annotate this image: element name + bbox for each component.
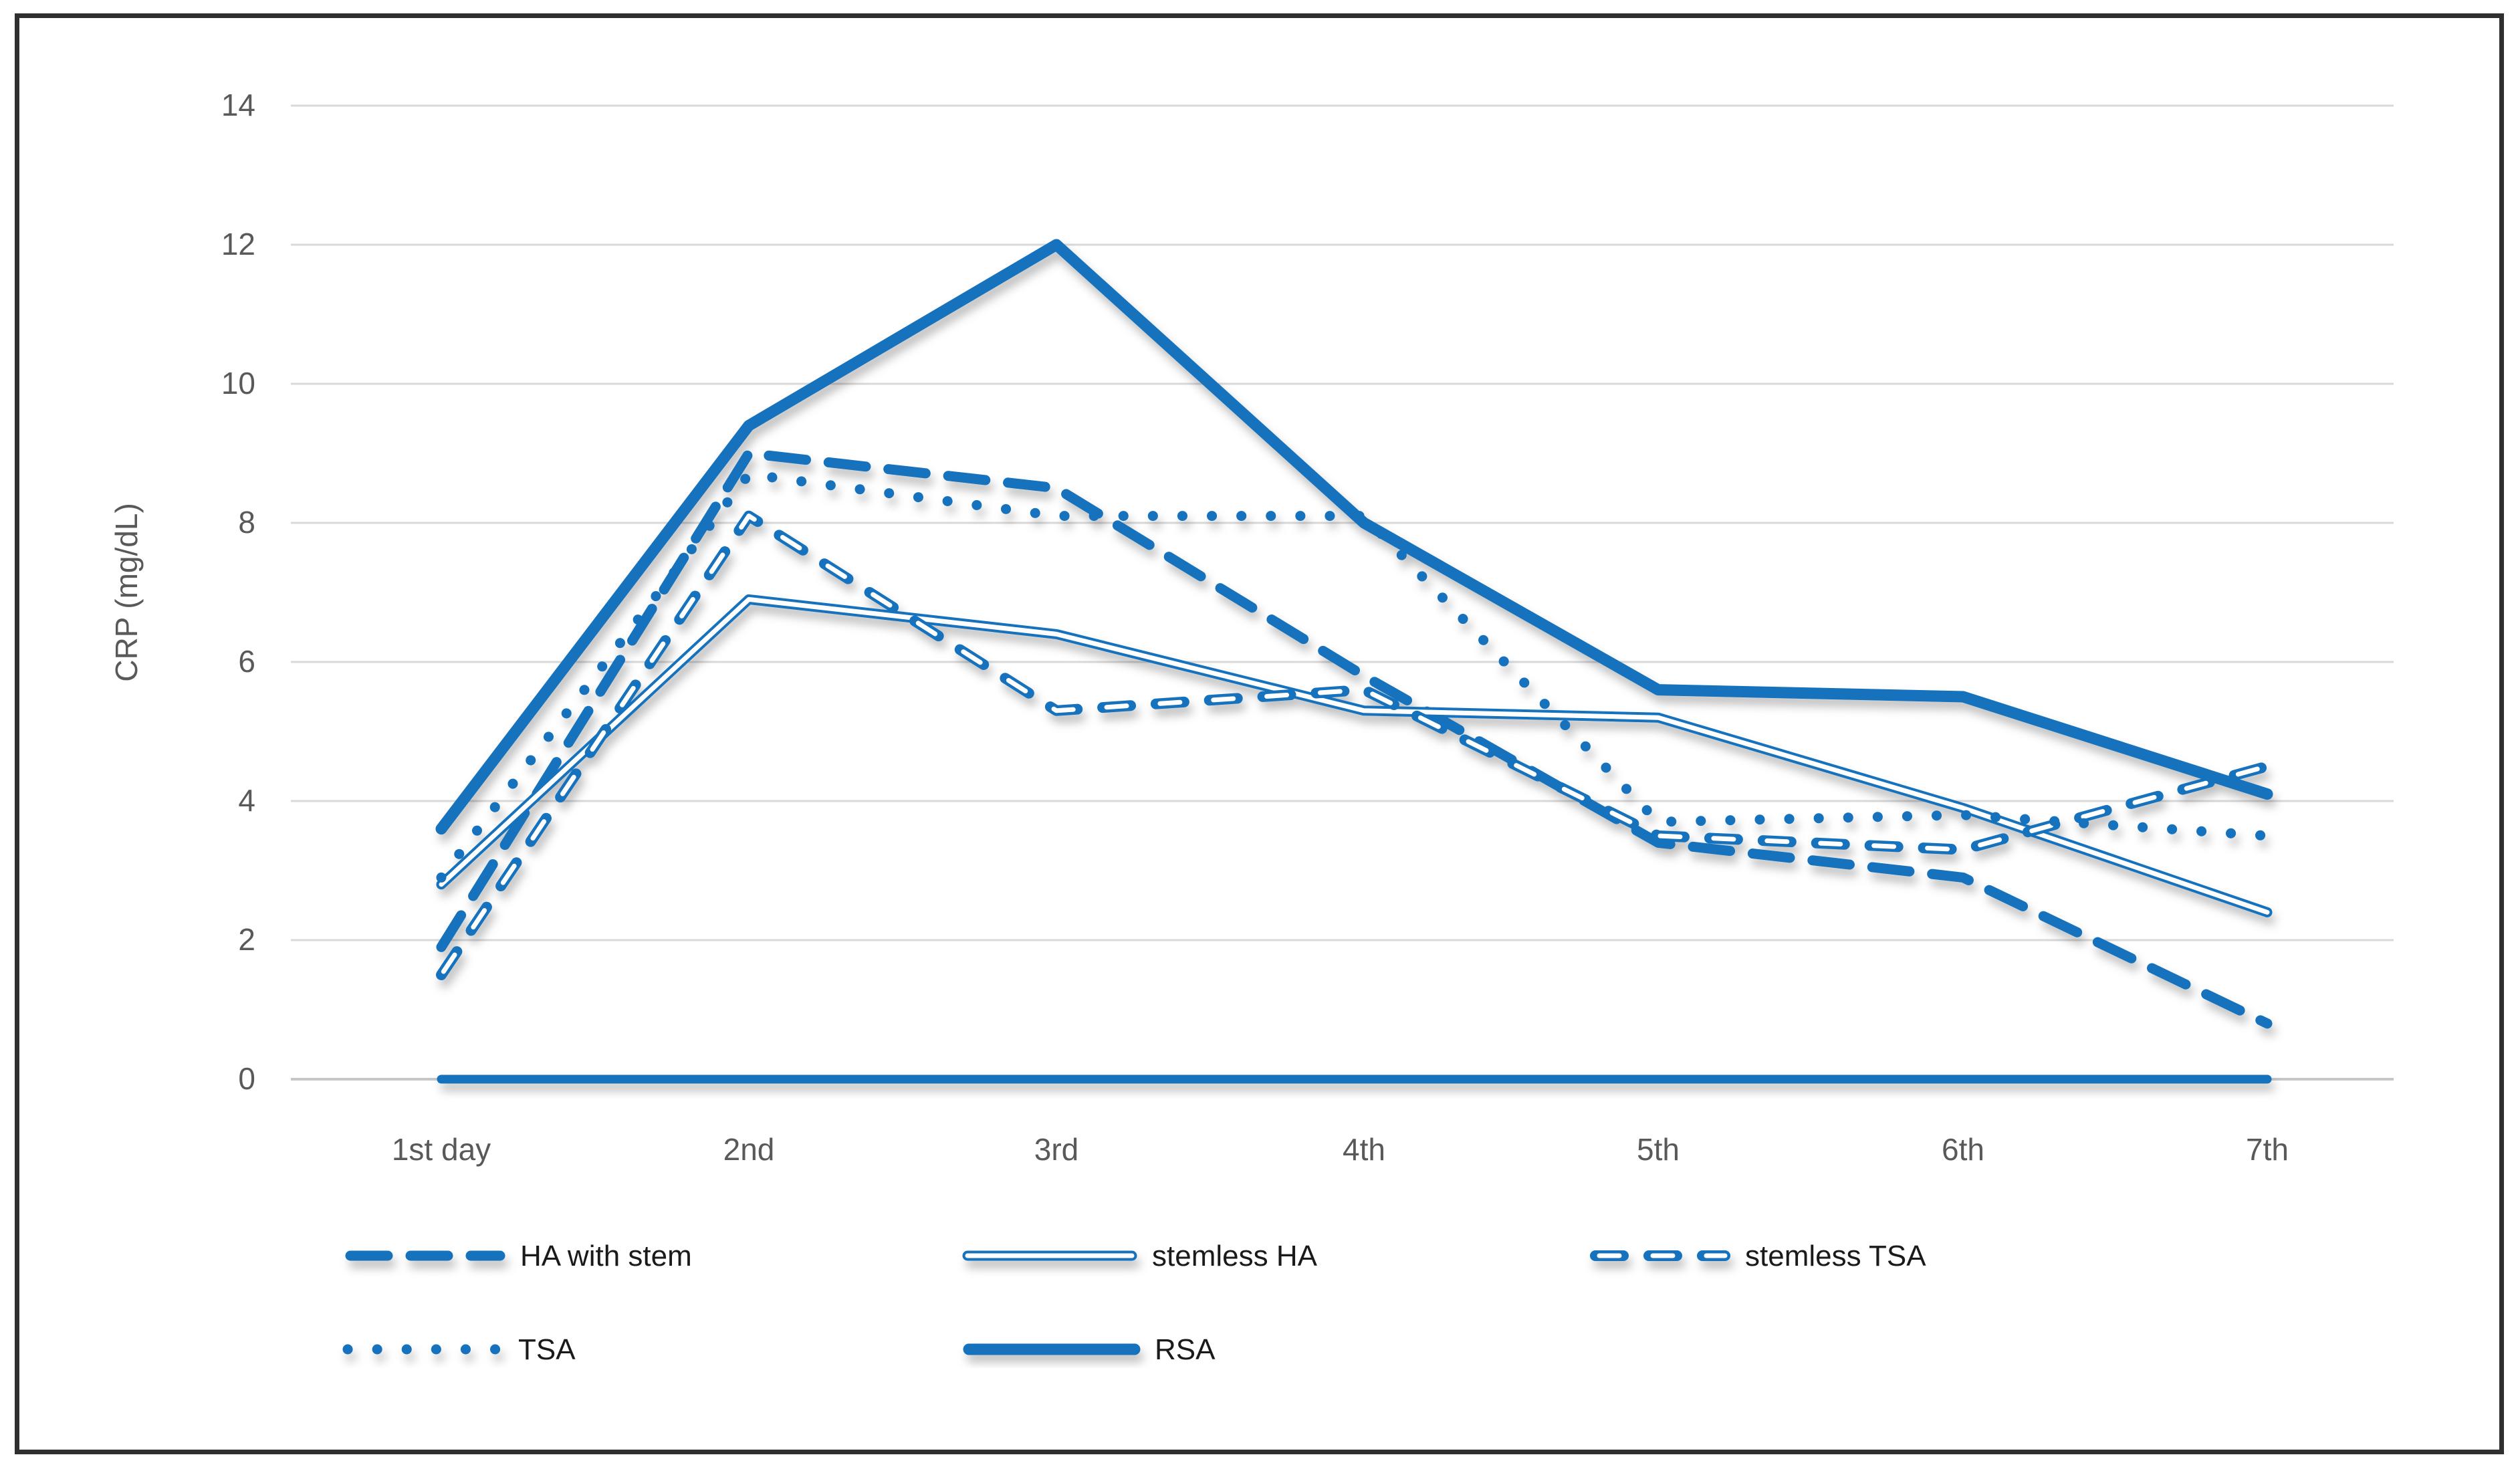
x-tick-3rd: 3rd — [1034, 1132, 1078, 1167]
x-tick-4th: 4th — [1343, 1132, 1385, 1167]
x-tick-6th: 6th — [1942, 1132, 1984, 1167]
x-tick-7th: 7th — [2246, 1132, 2289, 1167]
y-tick-8: 8 — [238, 505, 255, 540]
x-tick-2nd: 2nd — [723, 1132, 775, 1167]
legend-label-ha-with-stem: HA with stem — [520, 1240, 692, 1272]
y-tick-4: 4 — [238, 783, 255, 818]
y-tick-10: 10 — [221, 366, 255, 401]
legend-label-tsa: TSA — [518, 1333, 576, 1366]
series-line-rsa — [435, 239, 2273, 835]
y-tick-12: 12 — [221, 227, 255, 261]
legend-label-stemless-tsa: stemless TSA — [1745, 1240, 1926, 1272]
series-line-tsa — [436, 469, 2273, 883]
legend-label-rsa: RSA — [1155, 1333, 1216, 1366]
y-axis-title: CRP (mg/dL) — [109, 503, 144, 682]
legend-swatches — [342, 1250, 1730, 1355]
y-tick-6: 6 — [238, 644, 255, 679]
series-line-stemless-tsa — [436, 510, 2273, 980]
x-tick-1st-day: 1st day — [392, 1132, 491, 1167]
y-tick-2: 2 — [238, 922, 255, 957]
x-tick-5th: 5th — [1637, 1132, 1680, 1167]
series-line-stemless-tsa-core — [439, 514, 2270, 978]
legend-label-stemless-ha: stemless HA — [1152, 1240, 1318, 1272]
data-series — [435, 239, 2273, 1084]
series-line-ha-with-stem — [436, 448, 2273, 1029]
y-tick-0: 0 — [238, 1061, 255, 1096]
y-tick-14: 14 — [221, 88, 255, 122]
series-line-stemless-ha — [436, 594, 2273, 917]
series-line-stemless-ha-core — [439, 596, 2270, 915]
